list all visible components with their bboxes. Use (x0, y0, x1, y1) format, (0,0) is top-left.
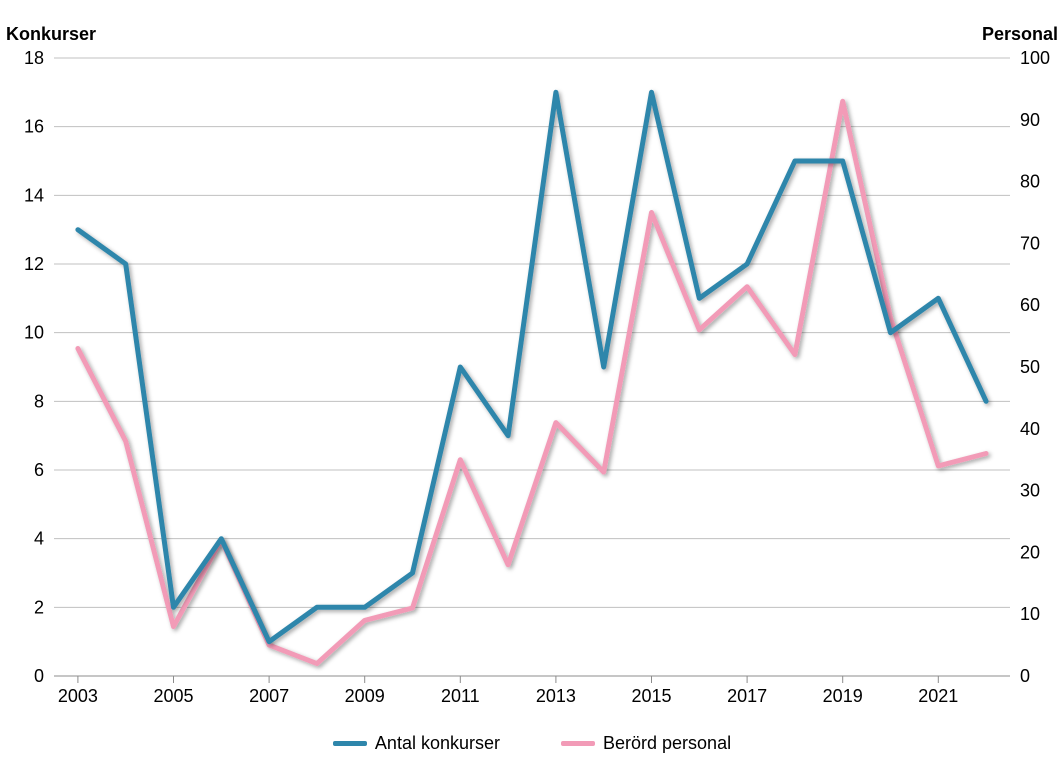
y-right-tick-label: 60 (1020, 295, 1040, 315)
x-tick-label: 2015 (631, 686, 671, 706)
line-chart: 2003200520072009201120132015201720192021… (0, 0, 1064, 720)
y-right-tick-label: 30 (1020, 481, 1040, 501)
y-right-tick-label: 50 (1020, 357, 1040, 377)
y-left-tick-label: 12 (24, 254, 44, 274)
y-right-tick-label: 100 (1020, 48, 1050, 68)
x-tick-label: 2013 (536, 686, 576, 706)
y-right-tick-label: 40 (1020, 419, 1040, 439)
legend-swatch-personal (561, 741, 595, 746)
y-right-tick-label: 70 (1020, 233, 1040, 253)
x-tick-label: 2003 (58, 686, 98, 706)
y-right-tick-label: 90 (1020, 110, 1040, 130)
legend-item-personal: Berörd personal (561, 733, 731, 754)
x-tick-label: 2009 (345, 686, 385, 706)
legend-label-personal: Berörd personal (603, 733, 731, 754)
y-left-tick-label: 16 (24, 117, 44, 137)
x-tick-label: 2007 (249, 686, 289, 706)
y-left-tick-label: 2 (34, 597, 44, 617)
chart-container: Konkurser Personal 2003 2005 2007 2009 2011 2… (0, 0, 1064, 771)
legend-swatch-konkurser (333, 741, 367, 746)
legend-item-konkurser: Antal konkurser (333, 733, 500, 754)
y-right-axis-title: Personal (982, 24, 1058, 45)
y-left-axis-title: Konkurser (6, 24, 96, 45)
chart-series (78, 92, 986, 663)
y-right-tick-label: 0 (1020, 666, 1030, 686)
y-right-tick-label: 10 (1020, 604, 1040, 624)
chart-axes (54, 676, 1010, 683)
y-left-tick-label: 18 (24, 48, 44, 68)
series-line-konkurser (78, 92, 986, 641)
x-tick-label: 2011 (441, 686, 480, 706)
x-tick-label: 2021 (918, 686, 958, 706)
y-left-tick-label: 4 (34, 529, 44, 549)
x-tick-label: 2005 (153, 686, 193, 706)
chart-legend: Antal konkurser Berörd personal (0, 730, 1064, 754)
legend-label-konkurser: Antal konkurser (375, 733, 500, 754)
x-tick-label: 2017 (727, 686, 767, 706)
y-left-tick-label: 14 (24, 185, 44, 205)
x-tick-label: 2019 (823, 686, 863, 706)
y-left-tick-label: 10 (24, 323, 44, 343)
y-left-tick-label: 0 (34, 666, 44, 686)
y-right-tick-label: 20 (1020, 542, 1040, 562)
y-left-tick-label: 6 (34, 460, 44, 480)
y-right-tick-label: 80 (1020, 172, 1040, 192)
y-left-tick-label: 8 (34, 391, 44, 411)
